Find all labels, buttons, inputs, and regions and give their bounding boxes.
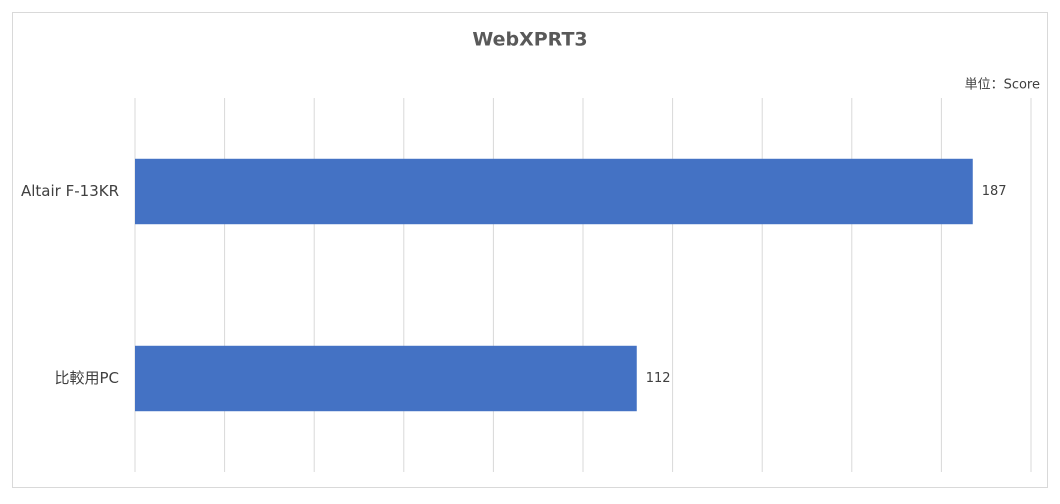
y-tick-label: Altair F-13KR (21, 182, 119, 200)
unit-label: 単位：Score (965, 77, 1040, 93)
bar (135, 345, 637, 412)
bar (135, 158, 973, 225)
y-tick-label: 比較用PC (54, 369, 119, 387)
chart-border (12, 12, 1048, 488)
value-label: 187 (982, 184, 1007, 199)
chart-title: WebXPRT3 (472, 29, 587, 51)
value-label: 112 (646, 371, 671, 386)
